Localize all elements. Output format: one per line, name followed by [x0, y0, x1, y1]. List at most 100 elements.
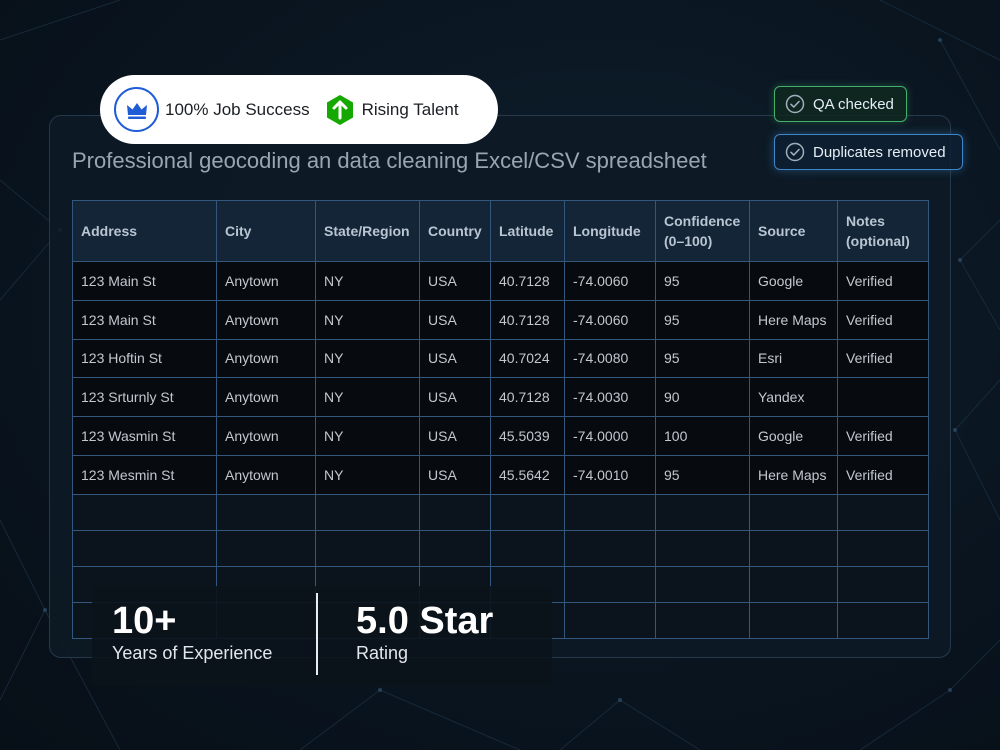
- check-circle-icon: [785, 94, 805, 114]
- empty-cell: [749, 529, 838, 567]
- empty-cell: [837, 493, 929, 531]
- experience-value: 10+: [112, 600, 177, 642]
- table-cell: Here Maps: [749, 454, 838, 495]
- table-cell: 123 Wasmin St: [72, 416, 217, 456]
- duplicates-removed-badge: Duplicates removed: [774, 134, 963, 170]
- table-cell: Verified: [837, 454, 929, 495]
- column-header: Source: [749, 200, 838, 262]
- table-cell: -74.0010: [564, 454, 656, 495]
- table-cell: Anytown: [216, 261, 316, 301]
- stats-divider: [316, 593, 318, 675]
- table-cell: Verified: [837, 261, 929, 301]
- empty-cell: [72, 529, 217, 567]
- table-cell: Google: [749, 261, 838, 301]
- empty-cell: [315, 493, 420, 531]
- table-cell: NY: [315, 299, 420, 340]
- empty-cell: [749, 493, 838, 531]
- up-arrow-hexagon-icon: [326, 94, 353, 125]
- column-header: Notes (optional): [837, 200, 929, 262]
- table-cell: -74.0080: [564, 338, 656, 379]
- table-cell: Anytown: [216, 338, 316, 379]
- table-cell: Google: [749, 416, 838, 456]
- table-cell: 123 Main St: [72, 299, 217, 340]
- job-success-label: 100% Job Success: [165, 99, 310, 119]
- table-cell: 40.7128: [490, 377, 565, 418]
- table-cell: 95: [655, 338, 750, 379]
- table-cell: Anytown: [216, 299, 316, 340]
- table-cell: 90: [655, 377, 750, 418]
- table-cell: USA: [419, 338, 491, 379]
- header-row: Address City State/Region Country Latitu…: [72, 200, 929, 262]
- table-cell: Anytown: [216, 416, 316, 456]
- table-row: 123 Wasmin St Anytown NY USA 45.5039 -74…: [72, 416, 929, 456]
- column-header: City: [216, 200, 316, 262]
- check-circle-icon: [785, 142, 805, 162]
- empty-cell: [419, 493, 491, 531]
- table-cell: NY: [315, 377, 420, 418]
- empty-cell: [419, 529, 491, 567]
- table-cell: NY: [315, 416, 420, 456]
- table-cell: 123 Srturnly St: [72, 377, 217, 418]
- table-row: 123 Srturnly St Anytown NY USA 40.7128 -…: [72, 377, 929, 418]
- table-cell: 123 Main St: [72, 261, 217, 301]
- empty-cell: [490, 529, 565, 567]
- table-cell: NY: [315, 454, 420, 495]
- table-cell: USA: [419, 299, 491, 340]
- empty-cell: [72, 493, 217, 531]
- geocoding-table: Address City State/Region Country Latitu…: [72, 200, 929, 639]
- empty-cell: [655, 529, 750, 567]
- table-cell: USA: [419, 377, 491, 418]
- experience-label: Years of Experience: [112, 643, 273, 663]
- table-cell: Anytown: [216, 454, 316, 495]
- table-cell: 45.5039: [490, 416, 565, 456]
- table-row: 123 Mesmin St Anytown NY USA 45.5642 -74…: [72, 454, 929, 495]
- empty-cell: [837, 565, 929, 603]
- empty-cell: [564, 493, 656, 531]
- table-cell: 40.7024: [490, 338, 565, 379]
- empty-cell: [655, 601, 750, 639]
- qa-checked-badge: QA checked: [774, 86, 907, 122]
- table-cell: Verified: [837, 416, 929, 456]
- table-cell: Verified: [837, 338, 929, 379]
- empty-cell: [564, 601, 656, 639]
- empty-cell: [655, 565, 750, 603]
- empty-row: [72, 493, 929, 531]
- table-cell: 123 Hoftin St: [72, 338, 217, 379]
- table-cell: [837, 377, 929, 418]
- table-cell: 40.7128: [490, 261, 565, 301]
- table-cell: 45.5642: [490, 454, 565, 495]
- profile-badges: 100% Job Success Rising Talent: [100, 75, 498, 144]
- table-cell: NY: [315, 338, 420, 379]
- empty-row: [72, 529, 929, 567]
- table-row: 123 Main St Anytown NY USA 40.7128 -74.0…: [72, 299, 929, 340]
- column-header: Confidence (0–100): [655, 200, 750, 262]
- table-cell: -74.0030: [564, 377, 656, 418]
- table-cell: USA: [419, 261, 491, 301]
- page-title: Professional geocoding an data cleaning …: [72, 148, 707, 173]
- empty-cell: [315, 529, 420, 567]
- column-header: Address: [72, 200, 217, 262]
- empty-cell: [216, 529, 316, 567]
- rising-talent-label: Rising Talent: [361, 99, 459, 119]
- table-cell: Here Maps: [749, 299, 838, 340]
- crown-badge: [114, 87, 159, 132]
- column-header: Country: [419, 200, 491, 262]
- table-cell: USA: [419, 416, 491, 456]
- qa-checked-label: QA checked: [813, 95, 894, 113]
- empty-cell: [216, 493, 316, 531]
- rating-value: 5.0 Star: [356, 600, 494, 642]
- table-cell: 100: [655, 416, 750, 456]
- stats-overlay: [92, 586, 552, 686]
- column-header: State/Region: [315, 200, 420, 262]
- empty-cell: [749, 601, 838, 639]
- table-cell: Anytown: [216, 377, 316, 418]
- column-header: Longitude: [564, 200, 656, 262]
- table-cell: -74.0000: [564, 416, 656, 456]
- table-cell: -74.0060: [564, 261, 656, 301]
- empty-cell: [749, 565, 838, 603]
- table-cell: 40.7128: [490, 299, 565, 340]
- empty-cell: [490, 493, 565, 531]
- crown-icon: [126, 102, 147, 119]
- empty-cell: [564, 565, 656, 603]
- table-cell: Yandex: [749, 377, 838, 418]
